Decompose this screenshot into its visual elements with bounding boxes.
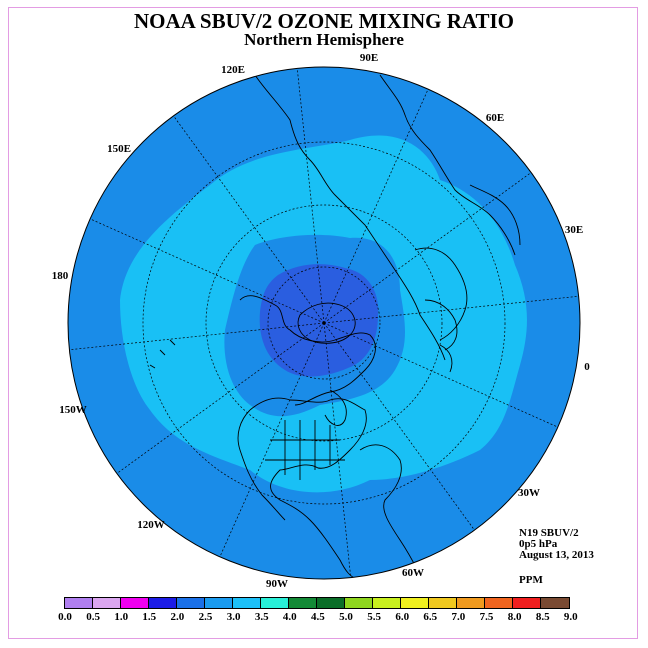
- colorbar-swatch: [513, 598, 541, 608]
- info-level: 0p5 hPa: [519, 538, 558, 550]
- meridians: [69, 68, 579, 578]
- colorbar-tick-label: 9.0: [563, 611, 578, 623]
- colorbar-tick-label: 0.0: [58, 611, 72, 623]
- lon-label-180: 180: [52, 270, 69, 282]
- colorbar-swatch: [289, 598, 317, 608]
- colorbar-swatch: [401, 598, 429, 608]
- colorbar-swatch: [149, 598, 177, 608]
- colorbar-swatch: [457, 598, 485, 608]
- colorbar-swatch: [121, 598, 149, 608]
- colorbar-swatch: [65, 598, 93, 608]
- colorbar-tick-label: 8.5: [535, 611, 550, 623]
- colorbar-swatch: [177, 598, 205, 608]
- meridian-line: [219, 322, 325, 558]
- colorbar-tick-label: 5.0: [339, 611, 353, 623]
- meridian-line: [69, 322, 325, 351]
- meridian-line: [296, 68, 325, 324]
- chart-title: NOAA SBUV/2 OZONE MIXING RATIO: [134, 9, 514, 33]
- lon-label-30w: 30W: [518, 487, 540, 499]
- colorbar-tick-label: 6.0: [395, 611, 410, 623]
- lon-label-120e: 120E: [221, 64, 245, 76]
- meridian-line: [323, 172, 532, 324]
- meridian-line: [89, 218, 325, 324]
- colorbar-swatch: [345, 598, 373, 608]
- colorbar-swatch: [541, 598, 569, 608]
- colorbar-swatch: [429, 598, 457, 608]
- colorbar-tick-label: 1.0: [114, 611, 129, 623]
- lon-label-30e: 30E: [565, 224, 583, 236]
- lon-label-150e: 150E: [107, 143, 131, 155]
- lon-label-90e: 90E: [360, 52, 378, 64]
- lon-label-90w: 90W: [266, 578, 288, 590]
- colorbar-tick-label: 0.5: [86, 611, 100, 623]
- colorbar-tick-label: 5.5: [367, 611, 381, 623]
- latitude-circles: [142, 141, 506, 505]
- colorbar-swatch: [93, 598, 121, 608]
- colorbar: [64, 597, 570, 609]
- colorbar-tick-label: 2.5: [198, 611, 213, 623]
- colorbar-swatch: [233, 598, 261, 608]
- colorbar-tick-label: 8.0: [507, 611, 522, 623]
- meridian-line: [116, 322, 325, 474]
- colorbar-tick-label: 6.5: [423, 611, 438, 623]
- lon-label-120w: 120W: [137, 519, 165, 531]
- info-date: August 13, 2013: [519, 549, 594, 561]
- colorbar-tick-label: 4.0: [282, 611, 297, 623]
- colorbar-swatch: [317, 598, 345, 608]
- chart-subtitle: Northern Hemisphere: [244, 30, 404, 49]
- colorbar-tick-label: 2.0: [170, 611, 185, 623]
- info-units: PPM: [519, 574, 543, 586]
- lon-label-60e: 60E: [486, 112, 504, 124]
- ozone-zone-2-0: [259, 264, 379, 377]
- meridian-line: [323, 322, 475, 531]
- meridian-line: [323, 322, 559, 428]
- colorbar-swatch: [261, 598, 289, 608]
- colorbar-swatch: [373, 598, 401, 608]
- lon-label-150w: 150W: [59, 404, 87, 416]
- meridian-line: [323, 88, 429, 324]
- colorbar-swatch: [205, 598, 233, 608]
- meridian-line: [323, 295, 579, 324]
- colorbar-tick-label: 3.0: [226, 611, 241, 623]
- meridian-line: [173, 115, 325, 324]
- colorbar-tick-label: 3.5: [254, 611, 269, 623]
- lon-label-60w: 60W: [402, 567, 424, 579]
- meridian-line: [323, 322, 352, 578]
- lon-label-0: 0: [584, 361, 590, 373]
- colorbar-tick-label: 1.5: [142, 611, 157, 623]
- map-border: [67, 66, 581, 580]
- colorbar-swatch: [485, 598, 513, 608]
- longitude-labels: 90E 60E 30E 0 30W 60W 90W 120W 150W 180 …: [52, 52, 591, 590]
- colorbar-tick-label: 7.0: [451, 611, 466, 623]
- colorbar-tick-label: 7.5: [479, 611, 494, 623]
- figure-frame: [8, 7, 638, 639]
- info-satellite: N19 SBUV/2: [519, 527, 579, 539]
- coastlines: [149, 74, 521, 579]
- colorbar-tick-label: 4.5: [311, 611, 325, 623]
